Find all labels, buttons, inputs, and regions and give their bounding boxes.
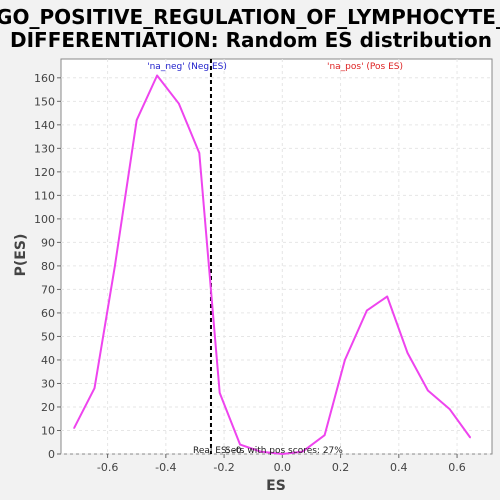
series-layer [73,74,472,455]
y-tick-label: 90 [41,236,55,249]
data-point [301,450,304,453]
real-es-label: Real ES: -0. [193,446,244,456]
y-tick-label: 140 [34,119,55,132]
data-point [73,427,75,429]
x-tick-label: -0.6 [97,461,118,474]
data-point [218,392,221,394]
y-tick-label: 160 [34,72,55,85]
data-point [406,352,409,354]
x-tick-label: 0.2 [332,461,350,474]
data-point [448,408,451,411]
data-point [114,265,116,267]
data-point [469,436,471,439]
x-axis-label: ES [266,478,286,494]
data-point [365,309,368,312]
data-point [198,152,201,154]
x-tick-label: 0.0 [274,461,292,474]
y-tick-label: 10 [41,424,55,437]
y-tick-label: 120 [34,166,55,179]
data-point [427,389,429,392]
y-tick-label: 20 [41,401,55,414]
x-tick-label: 0.6 [448,461,466,474]
series-line [73,74,472,455]
x-tick-label: -0.2 [213,461,234,474]
y-axis-label: P(ES) [13,234,29,277]
data-point [178,102,180,105]
data-point [386,295,388,298]
data-point [281,453,284,455]
y-tick-label: 50 [41,330,55,343]
y-tick-label: 130 [34,142,55,155]
y-tick-label: 150 [34,95,55,108]
y-tick-label: 70 [41,283,55,296]
y-tick-label: 30 [41,377,55,390]
data-point [239,443,241,446]
axes: 0 10 20 30 40 50 60 70 80 90 100 110 120 130 140 150 160… [34,72,466,474]
y-tick-label: 0 [48,448,55,461]
y-tick-label: 100 [34,213,55,226]
y-tick-label: 40 [41,354,55,367]
chart-title-line-2: DIFFERENTIATION: Random ES distribution [10,28,492,52]
annotation-pos-es: 'na_pos' (Pos ES) [327,62,403,72]
y-tick-label: 80 [41,260,55,273]
plot-area [60,58,493,455]
data-point [323,434,326,436]
pos-scores-label: Sets with pos scores: 27% [225,446,343,456]
data-point [93,387,96,389]
x-tick-label: -0.4 [155,461,176,474]
data-point [135,119,138,121]
data-point [259,450,262,453]
data-point [156,74,158,77]
x-tick-label: 0.4 [390,461,408,474]
annotation-neg-es: 'na_neg' (Neg ES) [147,62,227,72]
data-point [344,359,346,361]
y-tick-label: 60 [41,307,55,320]
chart-title-line-1: GO_POSITIVE_REGULATION_OF_LYMPHOCYTE_ [0,5,500,29]
y-tick-label: 110 [34,189,55,202]
